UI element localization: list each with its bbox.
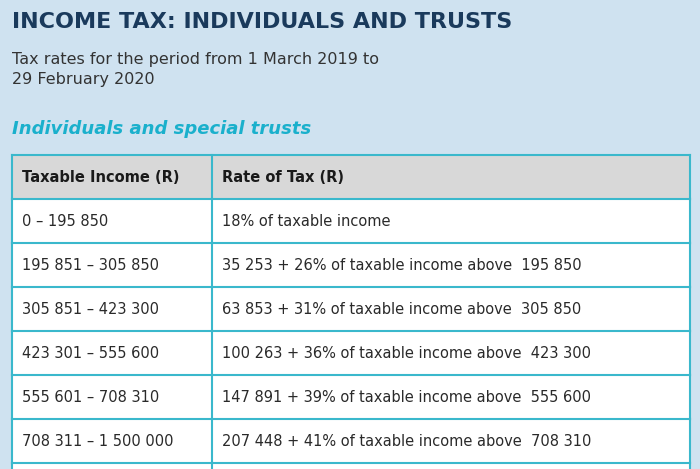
Bar	[212, 463, 690, 469]
Text: INCOME TAX: INDIVIDUALS AND TRUSTS: INCOME TAX: INDIVIDUALS AND TRUSTS	[12, 12, 512, 32]
Text: 195 851 – 305 850: 195 851 – 305 850	[22, 257, 159, 272]
Bar	[212, 419, 690, 463]
Text: Individuals and special trusts: Individuals and special trusts	[12, 120, 311, 138]
Bar	[12, 375, 212, 419]
Bar	[12, 287, 212, 331]
Text: Rate of Tax (R): Rate of Tax (R)	[222, 169, 344, 184]
Text: 18% of taxable income: 18% of taxable income	[222, 213, 391, 228]
Bar	[12, 463, 212, 469]
Text: 555 601 – 708 310: 555 601 – 708 310	[22, 389, 160, 404]
Text: 207 448 + 41% of taxable income above  708 310: 207 448 + 41% of taxable income above 70…	[222, 433, 592, 448]
Bar	[212, 155, 690, 199]
Bar	[12, 155, 212, 199]
Text: 35 253 + 26% of taxable income above  195 850: 35 253 + 26% of taxable income above 195…	[222, 257, 582, 272]
Text: 100 263 + 36% of taxable income above  423 300: 100 263 + 36% of taxable income above 42…	[222, 346, 591, 361]
Text: Tax rates for the period from 1 March 2019 to
29 February 2020: Tax rates for the period from 1 March 20…	[12, 52, 379, 87]
Bar	[212, 199, 690, 243]
Text: 63 853 + 31% of taxable income above  305 850: 63 853 + 31% of taxable income above 305…	[222, 302, 581, 317]
Bar	[212, 243, 690, 287]
Text: Taxable Income (R): Taxable Income (R)	[22, 169, 179, 184]
Bar	[12, 199, 212, 243]
Bar	[12, 419, 212, 463]
Bar	[12, 331, 212, 375]
Text: 0 – 195 850: 0 – 195 850	[22, 213, 108, 228]
Text: 147 891 + 39% of taxable income above  555 600: 147 891 + 39% of taxable income above 55…	[222, 389, 591, 404]
Bar	[212, 331, 690, 375]
Bar	[212, 287, 690, 331]
Bar	[212, 375, 690, 419]
Text: 708 311 – 1 500 000: 708 311 – 1 500 000	[22, 433, 174, 448]
Text: 423 301 – 555 600: 423 301 – 555 600	[22, 346, 159, 361]
Text: 305 851 – 423 300: 305 851 – 423 300	[22, 302, 159, 317]
Bar	[12, 243, 212, 287]
